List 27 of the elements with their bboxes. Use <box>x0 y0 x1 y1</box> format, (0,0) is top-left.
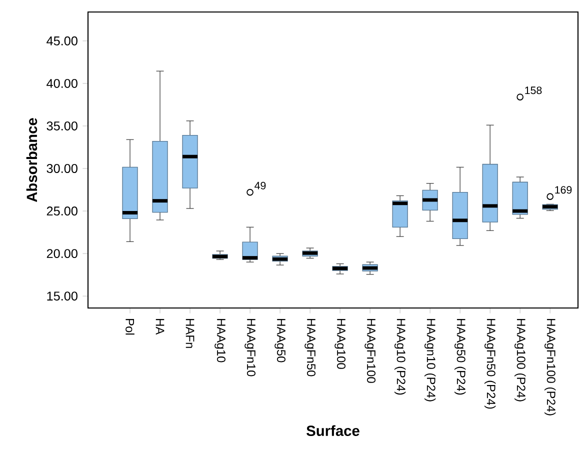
y-tick-label: 15.00 <box>47 292 78 301</box>
x-tick-label: HAAgn10 (P24) <box>424 319 436 402</box>
x-tick-label: HAAgFn100 (P24) <box>544 319 556 416</box>
x-tick-label: HAAgFn10 <box>244 319 256 376</box>
x-tick-label: HAAg50 <box>274 319 286 362</box>
y-tick-label: 30.00 <box>46 164 78 173</box>
x-tick-label: HAAg100 <box>334 319 346 369</box>
x-tick-label: HAAgFn50 (P24) <box>484 319 496 409</box>
y-axis-title: Absorbance <box>26 118 38 202</box>
y-tick-label: 20.00 <box>46 249 78 258</box>
y-tick-label: 25.00 <box>46 206 78 216</box>
y-tick-label: 35.00 <box>46 121 78 130</box>
x-tick-label: HAAg10 <box>214 319 226 362</box>
x-tick-label: HAAgFn50 <box>304 319 316 376</box>
x-tick-label: HA <box>156 319 164 335</box>
x-axis-title: Surface <box>306 425 360 436</box>
x-tick-label: HAAg100 (P24) <box>514 319 526 402</box>
x-tick-label: Pol <box>126 319 134 335</box>
x-tick-label: HAAg10 (P24) <box>394 319 406 395</box>
y-tick-label: 45.00 <box>46 36 78 46</box>
x-tick-label: HAAg50 (P24) <box>454 319 466 395</box>
annotation: 49 <box>254 182 266 190</box>
annotation: 169 <box>555 186 572 194</box>
annotation: 158 <box>525 86 542 94</box>
x-tick-label: HAFn <box>186 319 194 348</box>
x-tick-label: HAAgFn100 <box>364 319 376 383</box>
y-tick-label: 40.00 <box>46 78 78 88</box>
